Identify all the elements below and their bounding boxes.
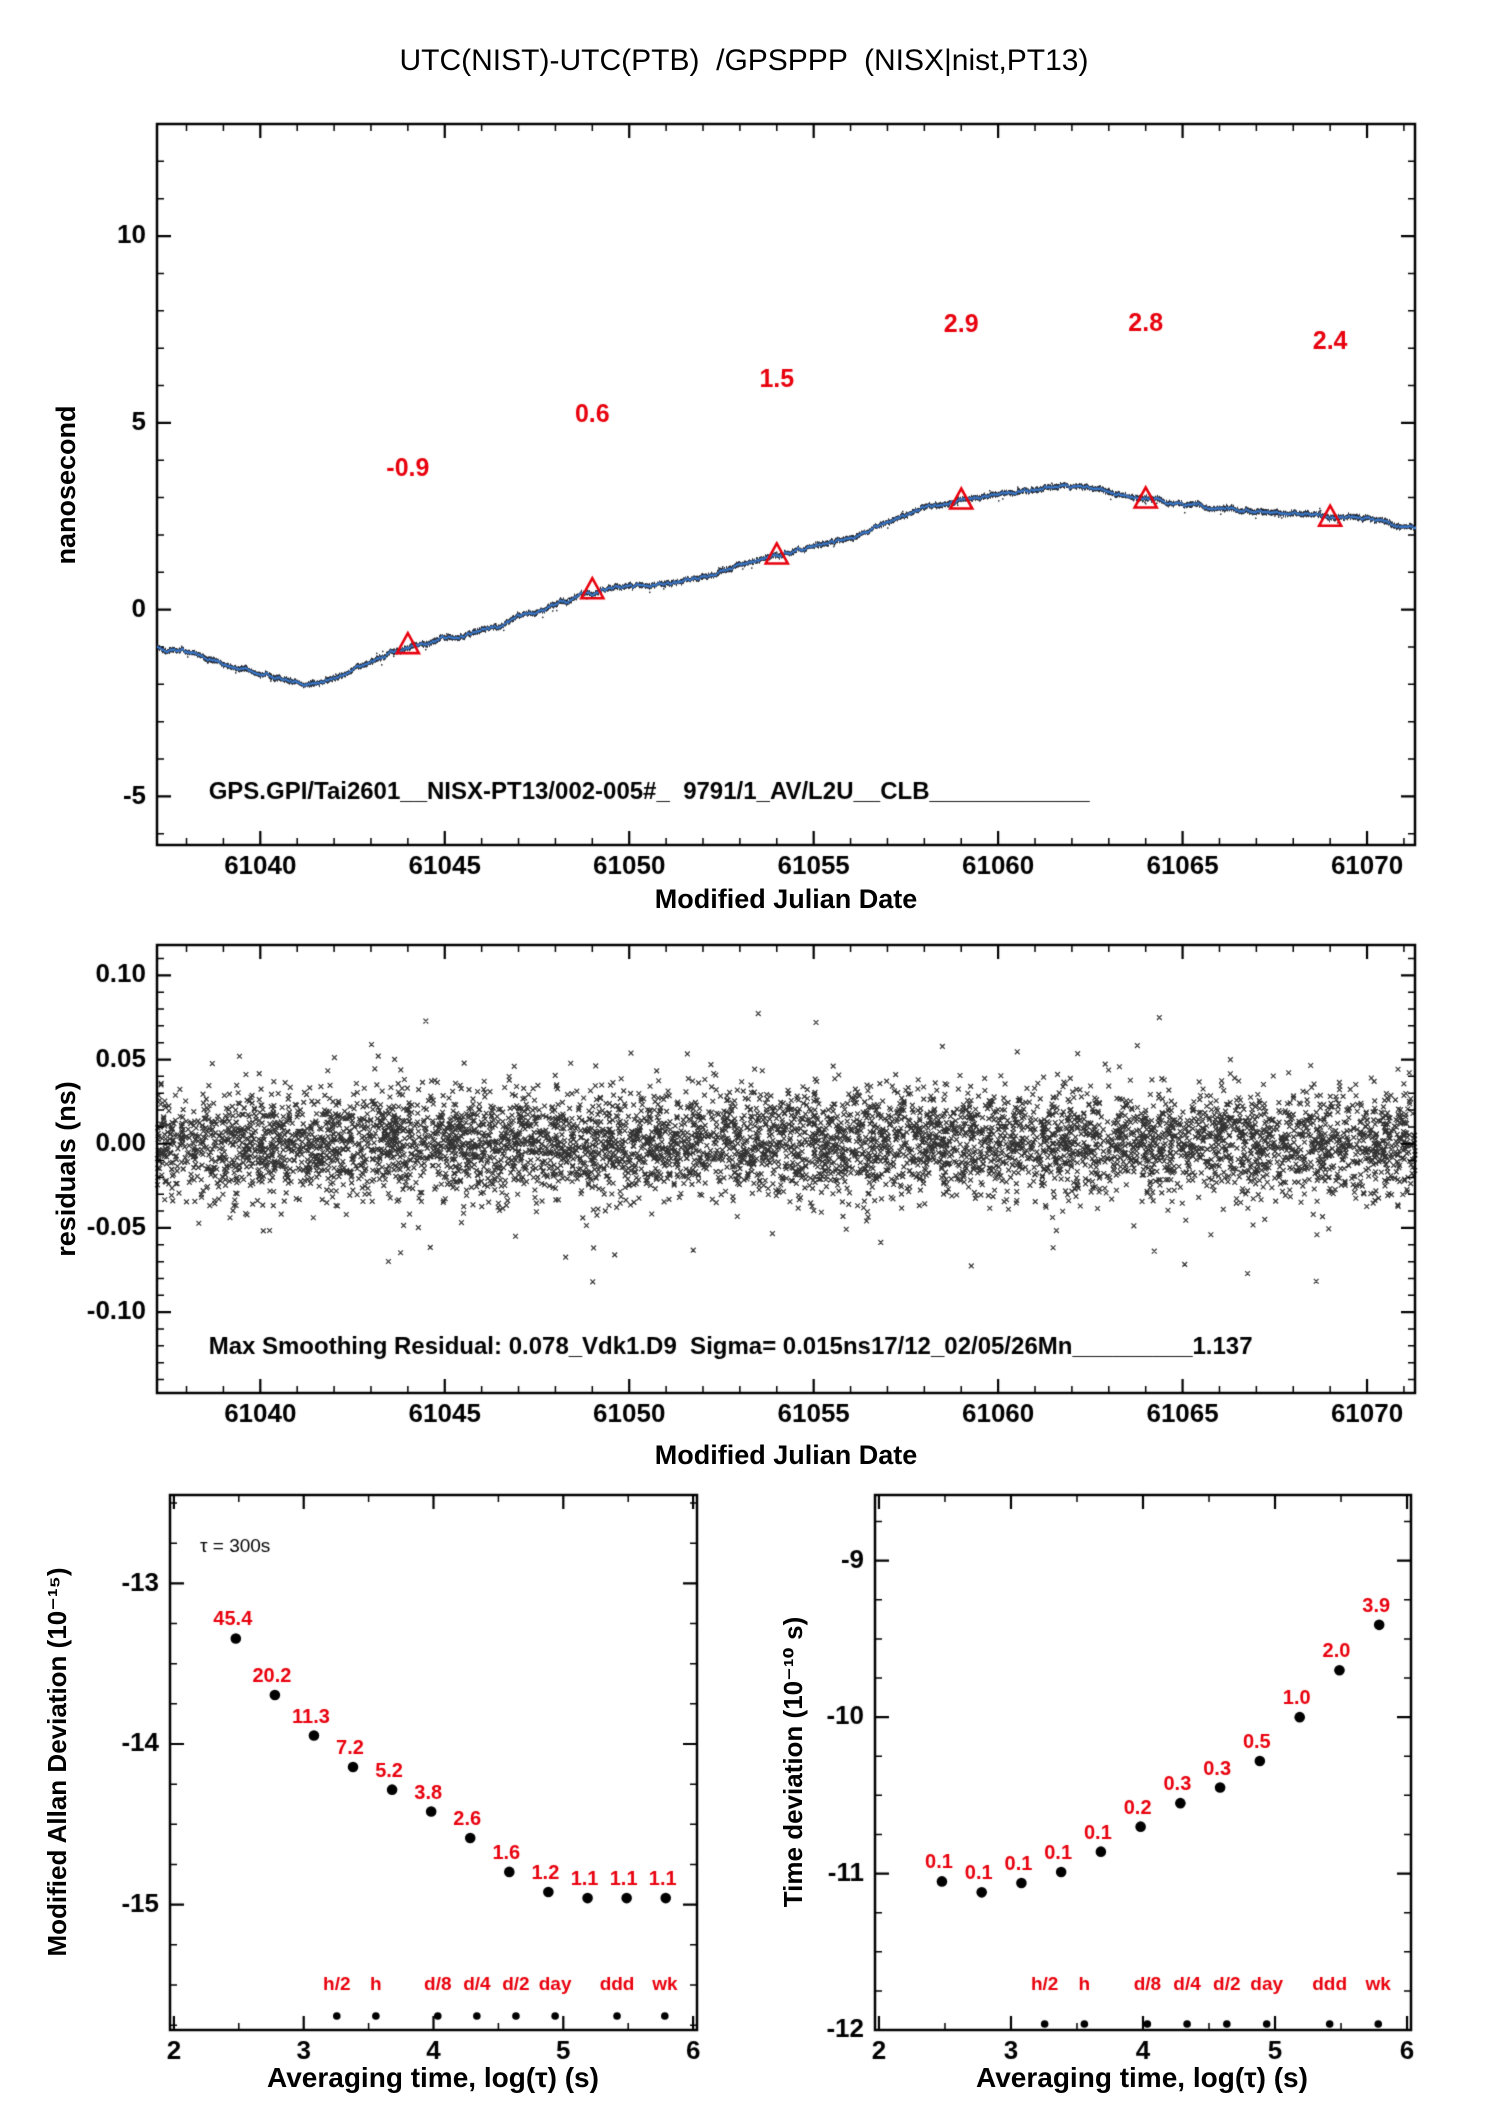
y-axis-label-nanosecond: nanosecond (51, 405, 81, 565)
x-axis-label-mjd-phase: Modified Julian Date (654, 884, 918, 914)
x-axis-label-averaging-time-tdev: Averaging time, log(τ) (s) (976, 2062, 1308, 2093)
y-axis-label-tdev: Time deviation (10⁻¹⁰ s) (778, 1616, 808, 1908)
y-axis-label-residuals: residuals (ns) (51, 1081, 81, 1257)
x-axis-label-averaging-time-mdev: Averaging time, log(τ) (s) (267, 2062, 599, 2093)
chart-title: UTC(NIST)-UTC(PTB) /GPSPPP (NISX|nist,PT… (399, 44, 1089, 77)
x-axis-label-mjd-residuals: Modified Julian Date (654, 1440, 918, 1470)
y-axis-label-mdev: Modified Allan Deviation (10⁻¹⁵) (42, 1567, 72, 1957)
